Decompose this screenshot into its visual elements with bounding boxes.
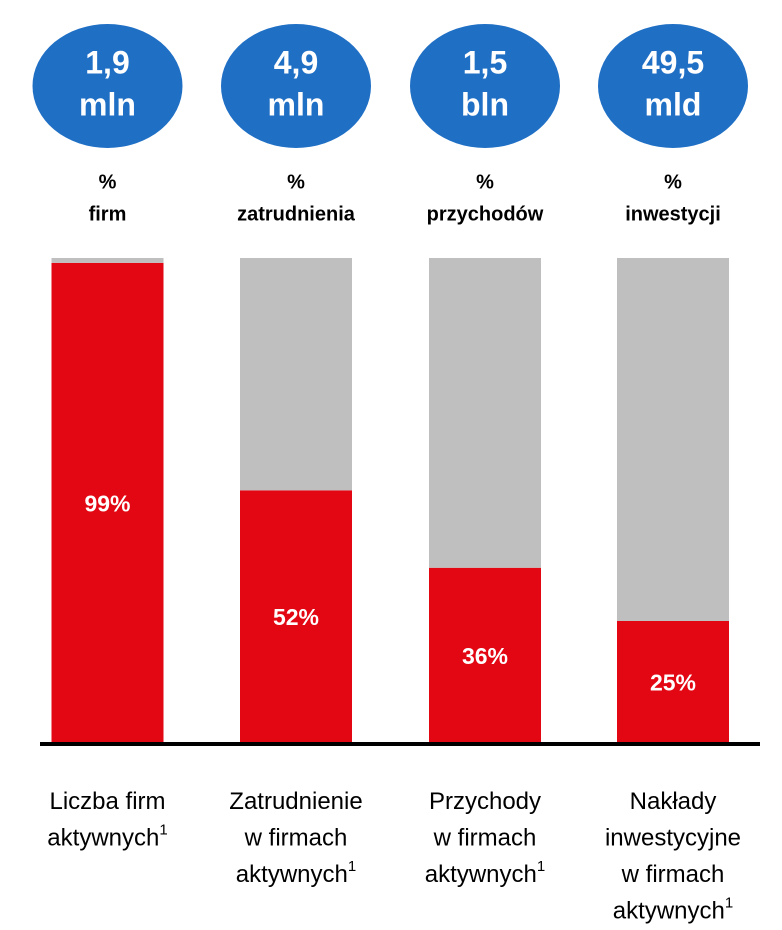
metric-header: % (287, 171, 305, 193)
bubble (598, 24, 748, 148)
category-text: w firmach (433, 825, 537, 852)
metric-header: % (664, 171, 682, 193)
bar-segment (51, 258, 164, 263)
bubble-label: 49,5 (642, 44, 704, 80)
category-label: inwestycyjne (605, 825, 741, 852)
metric-header: % (99, 171, 117, 193)
bar-segment (51, 262, 164, 742)
category-text: w firmach (621, 861, 725, 888)
category-text: Zatrudnienie (229, 788, 362, 815)
metric-header: inwestycji (625, 203, 721, 225)
value-label: 25% (650, 670, 696, 696)
category-label: Zatrudnienie (229, 788, 362, 815)
footnote-marker: 1 (159, 821, 167, 838)
metric-header: przychodów (427, 203, 544, 225)
category-text: aktywnych (236, 861, 348, 888)
bubble (221, 24, 371, 148)
bar-segment (617, 621, 729, 742)
bubble-label: mln (79, 86, 136, 122)
category-text: inwestycyjne (605, 825, 741, 852)
bubble-label: 1,5 (463, 44, 507, 80)
category-label: aktywnych1 (236, 858, 356, 888)
bubble-label: bln (461, 86, 509, 122)
bubble-label: 4,9 (274, 44, 318, 80)
category-text: Przychody (429, 788, 541, 815)
footnote-marker: 1 (348, 858, 356, 875)
bar-segment (240, 490, 352, 742)
category-label: Nakłady (630, 788, 717, 815)
category-text: Nakłady (630, 788, 717, 815)
bar-segment (240, 258, 352, 491)
category-text: aktywnych (425, 861, 537, 888)
footnote-marker: 1 (725, 894, 733, 911)
category-label: w firmach (433, 825, 537, 852)
metric-header: firm (89, 203, 127, 225)
value-label: 52% (273, 604, 319, 630)
bubble-label: mld (645, 86, 702, 122)
metric-header: % (476, 171, 494, 193)
bubble (410, 24, 560, 148)
category-label: aktywnych1 (613, 894, 733, 924)
category-text: w firmach (244, 825, 348, 852)
bar-segment (617, 258, 729, 621)
category-label: Przychody (429, 788, 541, 815)
metric-header: zatrudnienia (237, 203, 356, 225)
category-text: Liczba firm (49, 788, 165, 815)
footnote-marker: 1 (537, 858, 545, 875)
category-text: aktywnych (47, 825, 159, 852)
category-label: w firmach (244, 825, 348, 852)
bubble-label: 1,9 (85, 44, 129, 80)
bubble (32, 24, 183, 148)
category-label: w firmach (621, 861, 725, 888)
category-label: aktywnych1 (47, 821, 167, 851)
category-label: aktywnych1 (425, 858, 545, 888)
bar-segment (429, 567, 541, 742)
category-label: Liczba firm (49, 788, 165, 815)
bar-segment (429, 258, 541, 568)
value-label: 36% (462, 643, 508, 669)
bubble-label: mln (268, 86, 325, 122)
category-text: aktywnych (613, 898, 725, 925)
value-label: 99% (84, 490, 130, 516)
